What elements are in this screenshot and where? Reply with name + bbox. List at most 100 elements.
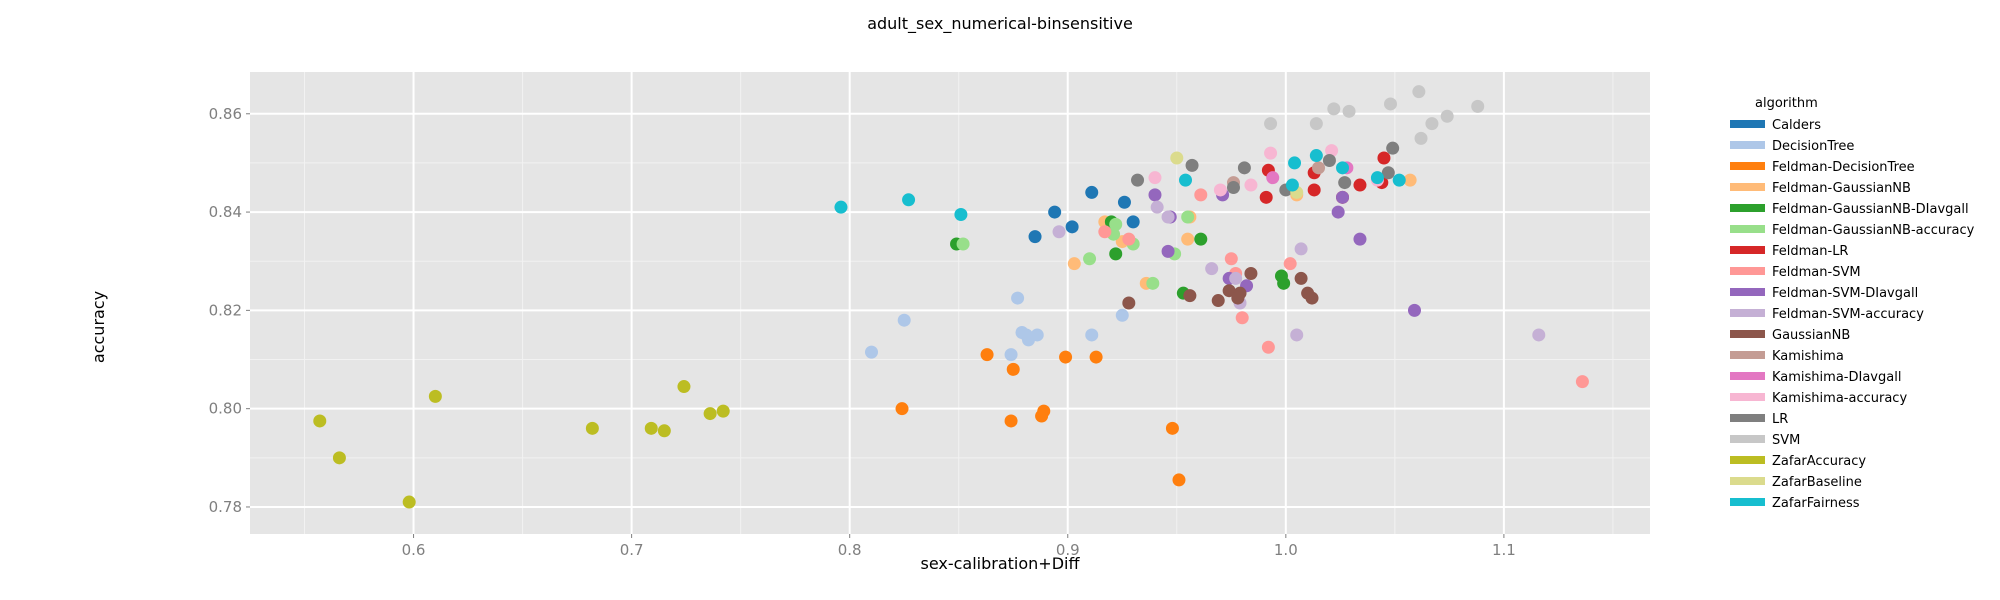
data-points (313, 85, 1589, 509)
legend-swatch-feldman-decisiontree (1730, 162, 1765, 170)
point-feldman-svm (1261, 340, 1275, 354)
point-feldman-svm-accuracy (1052, 225, 1066, 239)
legend-label-feldman-gaussiannb-accuracy: Feldman-GaussianNB-accuracy (1772, 223, 1975, 238)
point-decisiontree (864, 345, 878, 359)
point-zafaraccuracy (703, 407, 717, 421)
point-svm (1425, 117, 1439, 131)
x-axis-label: sex-calibration+Diff (920, 554, 1080, 573)
x-axis-ticks: 0.6 0.7 0.8 0.9 1.0 1.1 (402, 534, 1516, 559)
point-zafarfairness (1336, 161, 1350, 175)
x-tick-label: 0.7 (620, 541, 644, 559)
legend-swatch-feldman-svm-diavgall (1730, 288, 1765, 296)
y-axis-ticks: 0.78 0.80 0.82 0.84 0.86 (209, 105, 250, 516)
point-feldman-svm-accuracy (1532, 328, 1546, 342)
y-axis-label: accuracy (89, 291, 108, 363)
legend-swatch-kamishima-accuracy (1730, 393, 1765, 401)
legend-swatch-decisiontree (1730, 141, 1765, 149)
point-feldman-svm (1235, 311, 1249, 325)
point-decisiontree (1115, 308, 1129, 322)
point-feldman-svm (1224, 252, 1238, 266)
legend-swatch-feldman-gaussiannb (1730, 183, 1765, 191)
point-gaussiannb (1294, 271, 1308, 285)
legend-label-feldman-svm-accuracy: Feldman-SVM-accuracy (1772, 307, 1924, 322)
x-tick-label: 1.0 (1274, 541, 1298, 559)
legend-label-feldman-gaussiannb-diavgall: Feldman-GaussianNB-DIavgall (1772, 202, 1969, 217)
point-zafaraccuracy (402, 495, 416, 509)
point-calders (1117, 195, 1131, 209)
legend-label-zafarbaseline: ZafarBaseline (1772, 475, 1862, 490)
legend-swatch-feldman-lr (1730, 246, 1765, 254)
point-feldman-gaussiannb-accuracy (956, 237, 970, 251)
point-feldman-decisiontree (1165, 421, 1179, 435)
point-svm (1412, 85, 1426, 99)
point-svm (1327, 102, 1341, 116)
point-zafaraccuracy (677, 380, 691, 394)
point-feldman-gaussiannb (1181, 232, 1195, 246)
point-lr (1386, 141, 1400, 155)
point-lr (1338, 176, 1352, 190)
point-calders (1085, 185, 1099, 199)
point-lr (1322, 153, 1336, 167)
point-kamishima-accuracy (1148, 171, 1162, 185)
point-feldman-gaussiannb (1067, 257, 1081, 271)
legend-swatch-zafarfairness (1730, 498, 1765, 506)
point-feldman-svm-diavgall (1161, 244, 1175, 258)
legend-swatch-lr (1730, 414, 1765, 422)
y-tick-label: 0.86 (209, 105, 242, 123)
point-feldman-svm-accuracy (1205, 262, 1219, 276)
y-tick-label: 0.82 (209, 301, 242, 319)
point-calders (1028, 230, 1042, 244)
point-svm (1440, 109, 1454, 123)
legend-swatch-gaussiannb (1730, 330, 1765, 338)
point-feldman-svm (1098, 225, 1112, 239)
legend-label-feldman-svm-diavgall: Feldman-SVM-DIavgall (1772, 286, 1918, 301)
point-feldman-decisiontree (1059, 350, 1073, 364)
point-feldman-svm-diavgall (1336, 190, 1350, 204)
point-zafarfairness (1370, 171, 1384, 185)
legend-label-zafaraccuracy: ZafarAccuracy (1772, 454, 1866, 469)
point-zafarbaseline (1170, 151, 1184, 165)
point-decisiontree (1085, 328, 1099, 342)
legend-swatch-feldman-svm (1730, 267, 1765, 275)
point-zafaraccuracy (644, 421, 658, 435)
point-svm (1471, 99, 1485, 113)
point-gaussiannb (1231, 291, 1245, 305)
point-zafarfairness (954, 208, 968, 222)
legend-label-kamishima: Kamishima (1772, 349, 1844, 364)
legend-label-feldman-decisiontree: Feldman-DecisionTree (1772, 160, 1915, 175)
major-gridlines (250, 72, 1650, 534)
point-gaussiannb (1244, 267, 1258, 281)
point-zafarfairness (1309, 149, 1323, 163)
legend-label-zafarfairness: ZafarFairness (1772, 496, 1860, 511)
point-feldman-svm-diavgall (1407, 303, 1421, 317)
point-feldman-lr (1307, 183, 1321, 197)
point-feldman-svm-diavgall (1148, 188, 1162, 202)
legend-label-decisiontree: DecisionTree (1772, 139, 1854, 154)
point-kamishima (1312, 161, 1326, 175)
y-tick-label: 0.84 (209, 203, 242, 221)
point-zafaraccuracy (332, 451, 346, 465)
point-gaussiannb (1183, 289, 1197, 303)
legend-label-kamishima-accuracy: Kamishima-accuracy (1772, 391, 1907, 406)
point-svm (1309, 117, 1323, 131)
point-feldman-decisiontree (1172, 473, 1186, 487)
point-feldman-decisiontree (1006, 362, 1020, 376)
point-kamishima-accuracy (1244, 178, 1258, 192)
point-zafaraccuracy (313, 414, 327, 428)
x-tick-label: 0.9 (1056, 541, 1080, 559)
point-zafaraccuracy (428, 389, 442, 403)
point-feldman-gaussiannb-accuracy (1146, 276, 1160, 290)
legend-label-feldman-lr: Feldman-LR (1772, 244, 1848, 259)
y-tick-label: 0.80 (209, 400, 242, 418)
point-feldman-lr (1353, 178, 1367, 192)
point-calders (1048, 205, 1062, 219)
point-feldman-svm (1122, 232, 1136, 246)
point-kamishima-accuracy (1213, 183, 1227, 197)
point-kamishima-accuracy (1264, 146, 1278, 160)
point-zafaraccuracy (716, 404, 730, 418)
point-feldman-gaussiannb-diavgall (1109, 247, 1123, 261)
point-feldman-svm-accuracy (1161, 210, 1175, 224)
legend-swatch-calders (1730, 120, 1765, 128)
point-gaussiannb (1122, 296, 1136, 310)
legend-swatch-kamishima (1730, 351, 1765, 359)
